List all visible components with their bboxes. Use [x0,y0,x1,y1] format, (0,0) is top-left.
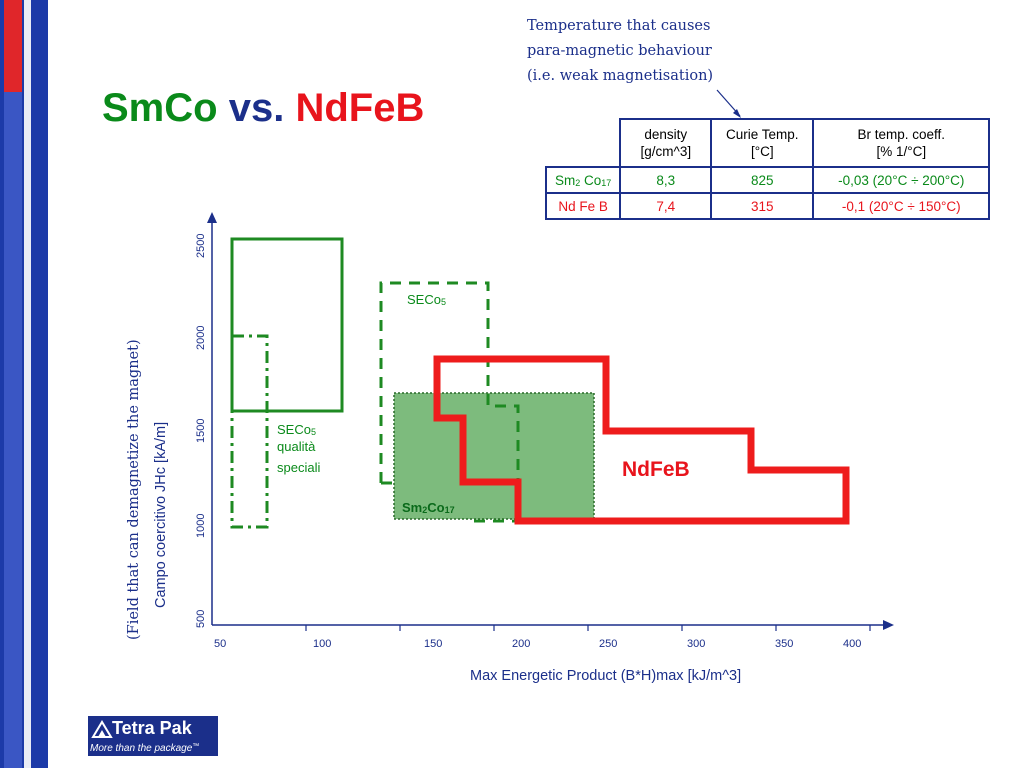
annotation-line: Temperature that causes [527,18,711,34]
coeff-cell: -0,1 (20°C ÷ 150°C) [812,192,991,220]
x-tick-label: 250 [599,638,617,650]
sidebar-red-accent [4,0,22,92]
tetra-pak-logo-icon [91,720,113,738]
material-cell: Nd Fe B [544,192,622,220]
ndfeb-label: NdFeB [622,458,690,481]
material-cell: Sm2 Co17 [544,166,622,194]
x-tick-label: 150 [424,638,442,650]
y-axis-arrow [207,212,217,223]
table-row: Nd Fe B 7,4 315 -0,1 (20°C ÷ 150°C) [544,192,991,220]
left-decorative-bar [0,0,48,768]
annotation-line: para-magnetic behaviour [527,43,712,59]
table-row: Sm2 Co17 8,3 825 -0,03 (20°C ÷ 200°C) [544,166,991,194]
x-axis-label: Max Energetic Product (B*H)max [kJ/m^3] [470,668,742,684]
header-curie: Curie Temp. [°C] [710,118,815,168]
coeff-cell: -0,03 (20°C ÷ 200°C) [812,166,991,194]
y-axis-label-secondary: (Field that can demagnetize the magnet) [126,339,142,640]
seco5-special-region [230,334,269,529]
title-vs: vs. [228,86,285,130]
title-smco: SmCo [102,86,218,130]
annotation-line: (i.e. weak magnetisation) [527,68,714,84]
y-tick-labels: 500 1000 1500 2000 2500 [195,234,207,628]
title-ndfeb: NdFeB [295,86,425,130]
y-axis-label: Campo coercitivo JHc [kA/m] [153,422,169,608]
x-tick-label: 350 [775,638,793,650]
seco5-special-label-line3: speciali [277,460,320,475]
properties-table: density [g/cm^3] Curie Temp. [°C] Br temp.… [544,118,991,220]
x-tick-label: 100 [313,638,331,650]
density-cell: 8,3 [619,166,713,194]
logo-brand: Tetra Pak [112,718,192,738]
curie-annotation: Temperature that causes para-magnetic be… [527,14,713,89]
sidebar-stripe-white [24,0,31,768]
y-tick-label: 2000 [195,326,207,350]
logo-tagline: More than the package™ [90,743,200,754]
curie-cell: 315 [710,192,815,220]
tetra-pak-logo: Tetra Pak More than the package™ [88,716,218,756]
arrow-head [733,109,741,118]
y-tick-label: 500 [195,610,207,628]
x-tick-marks [305,625,871,631]
x-tick-label: 200 [512,638,530,650]
density-cell: 7,4 [619,192,713,220]
smco-solid-region [230,237,344,413]
seco5-label: SECo5 [407,292,446,307]
header-coeff: Br temp. coeff. [% 1/°C] [812,118,991,168]
y-tick-label: 1500 [195,419,207,443]
curie-cell: 825 [710,166,815,194]
x-tick-label: 400 [843,638,861,650]
seco5-special-label-line2: qualità [277,439,316,454]
sm2co17-region [393,392,595,520]
header-density: density [g/cm^3] [619,118,713,168]
ndfeb-region [433,355,850,525]
x-tick-label: 300 [687,638,705,650]
sidebar-stripe [4,0,22,768]
y-tick-label: 2500 [195,234,207,258]
x-axis-arrow [883,620,894,630]
page-title: SmCo vs. NdFeB [102,86,424,131]
x-tick-labels: 50 100 150 200 250 300 350 400 [214,638,861,650]
seco5-special-label: SECo5 [277,422,316,437]
table-header-row: density [g/cm^3] Curie Temp. [°C] Br temp.… [546,118,991,168]
sm2co17-label: Sm2Co17 [402,500,455,515]
y-tick-label: 1000 [195,514,207,538]
x-tick-label: 50 [214,638,226,650]
